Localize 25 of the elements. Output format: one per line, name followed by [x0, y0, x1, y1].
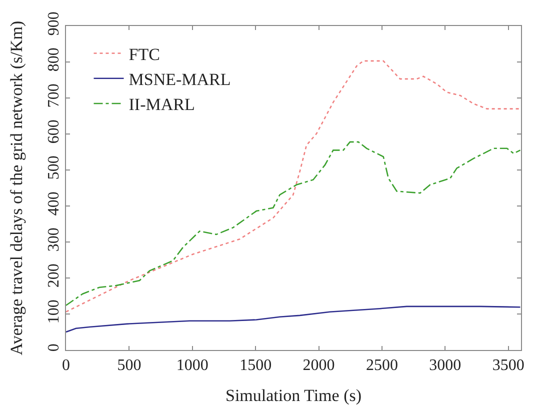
- line-series: [66, 141, 521, 306]
- y-tick-label: 400: [46, 192, 63, 216]
- x-tick-label: 3500: [492, 357, 524, 374]
- y-tick-label: 100: [46, 300, 63, 324]
- y-axis-title: Average travel delays of the grid network (s/Km): [7, 20, 26, 356]
- y-tick-label: 700: [46, 84, 63, 108]
- x-tick-label: 2000: [302, 357, 335, 374]
- line-series: [66, 60, 521, 312]
- y-tick-label: 800: [46, 48, 63, 72]
- y-tick-label: 0: [46, 344, 63, 352]
- legend-label: MSNE-MARL: [128, 70, 231, 89]
- x-tick-label: 2500: [366, 357, 398, 374]
- x-tick-label: 500: [117, 357, 142, 374]
- y-tick-label: 900: [46, 12, 63, 36]
- x-axis-title: Simulation Time (s): [225, 386, 362, 405]
- y-tick-label: 500: [46, 156, 63, 180]
- x-tick-label: 1000: [176, 357, 208, 374]
- y-tick-label: 300: [46, 228, 63, 252]
- legend-label: II-MARL: [128, 95, 195, 114]
- x-tick-label: 3000: [429, 357, 462, 374]
- legend-label: FTC: [128, 44, 160, 64]
- line-series: [66, 306, 521, 333]
- y-tick-label: 200: [46, 264, 63, 288]
- y-tick-label: 600: [46, 120, 63, 144]
- x-tick-label: 1500: [240, 357, 272, 374]
